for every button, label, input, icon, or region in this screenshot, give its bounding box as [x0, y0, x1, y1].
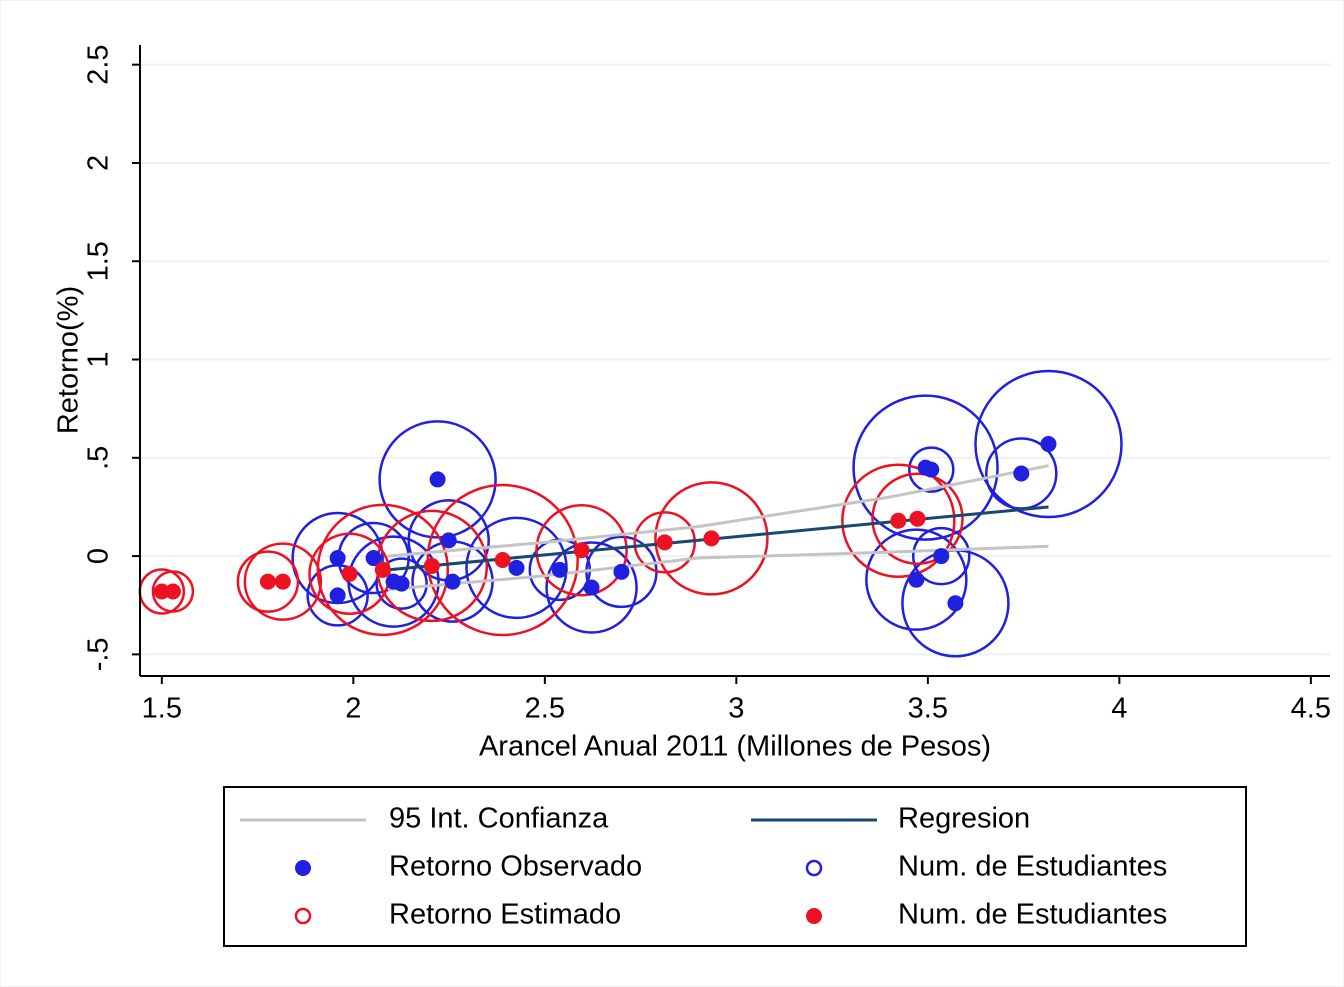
point: [164, 583, 181, 600]
bubble: [852, 394, 999, 541]
x-tick-label: 2: [345, 693, 361, 725]
x-tick-label: 1.5: [142, 693, 182, 725]
legend-symbol: [295, 860, 311, 876]
legend-symbol: [294, 907, 312, 925]
x-tick-label: 4.5: [1291, 693, 1331, 725]
y-tick-label: 1: [83, 351, 115, 367]
point: [153, 583, 170, 600]
y-tick-label: .5: [83, 446, 115, 470]
point: [374, 561, 391, 578]
ticks: -.5 0 .5 1 1.5 2 2.5 1.5 2 2.5 3 3.5 4 4.5: [83, 44, 1331, 724]
x-tick-label: 4: [1111, 693, 1127, 725]
y-tick-label: 2.5: [83, 44, 115, 84]
point: [573, 542, 590, 559]
point: [423, 557, 440, 574]
point: [583, 579, 600, 596]
point: [1040, 436, 1057, 453]
point: [494, 552, 511, 569]
legend-symbol: [806, 908, 822, 924]
legend: [223, 786, 1247, 947]
point: [274, 573, 291, 590]
legend-label: Num. de Estudiantes: [898, 851, 1167, 883]
point: [947, 595, 964, 612]
bubble: [865, 528, 968, 631]
bubble: [535, 503, 628, 597]
point: [259, 573, 276, 590]
bubble: [378, 420, 497, 539]
bubble: [908, 446, 955, 493]
x-axis-title: Arancel Anual 2011 (Millones de Pesos): [479, 731, 991, 763]
point: [890, 512, 907, 529]
point: [341, 565, 358, 582]
legend-items: 95 Int. Confianza Regresion Retorno Observ…: [240, 803, 1167, 931]
y-tick-label: 0: [83, 548, 115, 564]
legend-symbol: [805, 859, 823, 877]
point: [429, 471, 446, 488]
bubble: [654, 481, 769, 596]
point: [703, 530, 720, 547]
bubble: [375, 557, 428, 610]
legend-label: 95 Int. Confianza: [389, 803, 609, 835]
point: [909, 510, 926, 527]
bubble: [974, 369, 1123, 519]
y-axis-title: Retorno(%): [53, 286, 85, 434]
point: [908, 571, 925, 588]
point: [613, 563, 630, 580]
point: [508, 559, 525, 576]
point: [656, 534, 673, 551]
point: [1013, 465, 1030, 482]
point: [440, 532, 457, 549]
legend-label: Num. de Estudiantes: [898, 899, 1167, 931]
bubble: [633, 511, 696, 574]
y-tick-label: 2: [83, 155, 115, 171]
legend-label: Regresion: [898, 803, 1030, 835]
bubble: [316, 503, 450, 637]
point: [329, 550, 346, 567]
point: [923, 461, 940, 478]
bubble: [871, 472, 964, 565]
point: [933, 548, 950, 565]
point: [365, 550, 382, 567]
point: [393, 575, 410, 592]
line: [387, 464, 1049, 558]
bubble: [243, 542, 323, 621]
bubble: [151, 570, 195, 613]
y-tick-label: -.5: [83, 637, 115, 671]
point: [329, 587, 346, 604]
x-tick-label: 3: [728, 693, 744, 725]
bubble: [841, 463, 956, 578]
point: [444, 573, 461, 590]
plot-area: [138, 369, 1123, 658]
y-tick-label: 1.5: [83, 241, 115, 281]
bubble: [911, 526, 971, 586]
x-tick-label: 2.5: [525, 693, 565, 725]
bubble: [236, 550, 300, 613]
x-tick-label: 3.5: [908, 693, 948, 725]
legend-label: Retorno Estimado: [389, 899, 621, 931]
legend-label: Retorno Observado: [389, 851, 642, 883]
point: [551, 561, 568, 578]
bubble: [545, 541, 638, 634]
